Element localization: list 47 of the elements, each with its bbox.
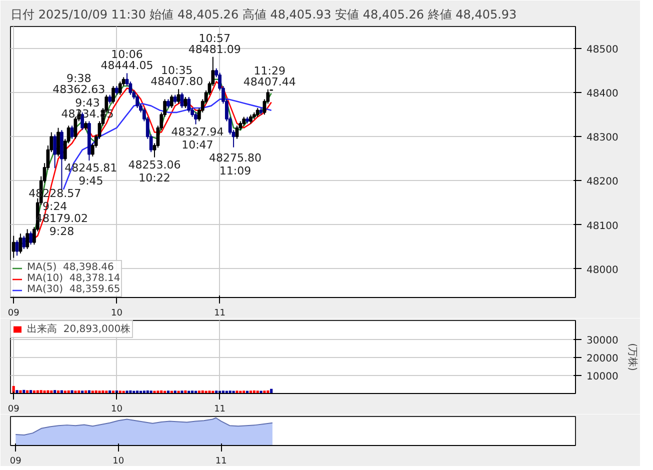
candlestick (29, 230, 32, 246)
y-tick-label: 48000 (586, 264, 618, 276)
x-tick-label: 09 (8, 308, 20, 318)
candlestick (22, 235, 26, 250)
candlestick (180, 92, 184, 109)
y-tick-label: 20000 (586, 354, 618, 365)
candlestick (53, 134, 57, 169)
y-tick-label: 48300 (586, 132, 618, 144)
y-tick-label: 48100 (586, 220, 618, 232)
candlestick (194, 112, 198, 125)
annotation: 11:29 48407.44 (243, 64, 296, 88)
y-tick-label: 30000 (586, 336, 618, 347)
annotation: 48253.06 10:22 (128, 158, 181, 184)
chart-title: 日付 2025/10/09 11:30 始値 48,405.26 高値 48,405.93 安値 48,405.26 終値 48,405.93 (10, 8, 517, 22)
candlestick (12, 235, 16, 258)
x-tick-label: 11 (214, 404, 226, 414)
legend-label: 出来高 20,893,000株 (27, 322, 131, 336)
x-tick-label: 10 (110, 308, 123, 318)
candlestick (184, 96, 188, 109)
annotation: 9:38 48362.63 (52, 72, 106, 96)
candlestick (26, 228, 30, 250)
x-tick-label: 11 (215, 456, 227, 466)
candlestick (170, 94, 174, 109)
candlestick (136, 94, 140, 109)
legend-label: MA(5) 48,398.46 (27, 262, 114, 273)
annotation: 10:06 48444.05 (100, 48, 154, 72)
candlestick (56, 127, 60, 157)
y-tick-label: 48400 (586, 88, 618, 100)
x-tick-label: 09 (8, 404, 20, 414)
x-tick-label: 10 (112, 456, 124, 466)
annotation: 10:57 48481.09 (188, 32, 241, 56)
y-tick-label: 48200 (586, 176, 618, 188)
candlestick (176, 88, 180, 104)
legend-label: MA(30) 48,359.65 (27, 284, 120, 295)
y-tick-label: 10000 (586, 372, 618, 383)
annotation: 48275.80 11:09 (209, 151, 262, 178)
x-tick-label: 11 (214, 308, 226, 318)
x-tick-label: 10 (110, 404, 123, 414)
y-axis-title: (万株) (626, 343, 638, 371)
y-tick-label: 48500 (586, 44, 618, 56)
candlestick (118, 81, 122, 96)
candlestick (112, 85, 115, 104)
candlestick (187, 96, 191, 113)
annotation: 48327.94 10:47 (171, 125, 224, 152)
legend-label: MA(10) 48,378.14 (27, 273, 120, 284)
x-tick-label: 09 (10, 456, 22, 466)
line-series (62, 98, 272, 190)
